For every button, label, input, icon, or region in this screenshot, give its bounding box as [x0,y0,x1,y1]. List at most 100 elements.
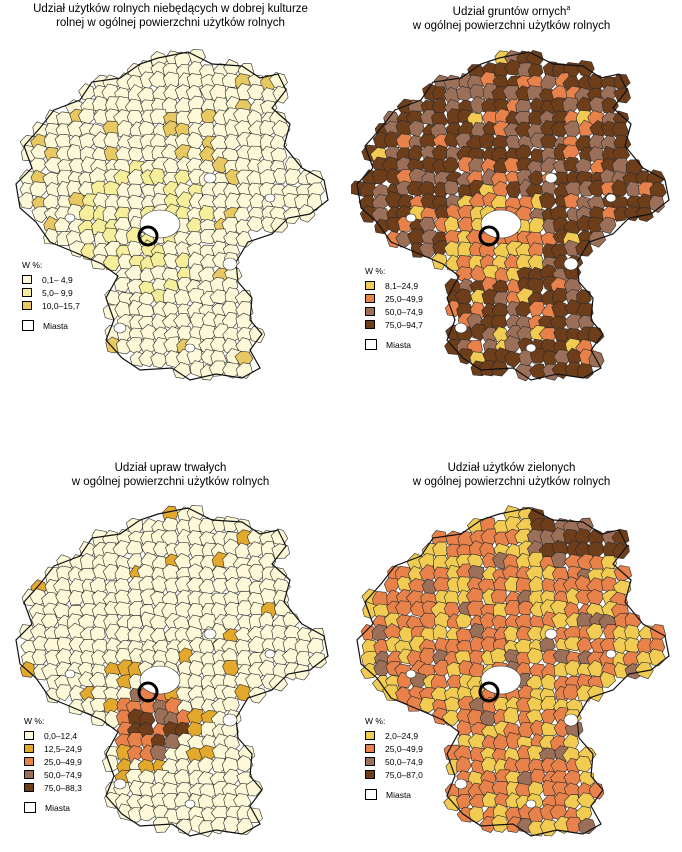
municipality-region [17,192,35,210]
choropleth-map [356,505,670,837]
map-panel-permanent-crops: Udział upraw trwałych w ogólnej powierzc… [0,426,341,852]
map-title: Udział gruntów ornycha w ogólnej powierz… [341,2,682,33]
municipality-region [68,191,88,208]
map-title-line1: Udział gruntów ornych [452,5,567,18]
municipality-region [598,216,617,235]
legend-item: 5,0– 9,9 [22,286,80,299]
map-panel-grassland: Udział użytków zielonych w ogólnej powie… [341,426,682,852]
map-title: Udział użytków zielonych w ogólnej powie… [341,461,682,489]
legend-label: 2,0–24,9 [385,730,419,741]
legend-swatch [365,281,375,290]
municipality-cells [360,505,667,837]
municipality-region [612,542,630,560]
municipality-region [490,359,509,377]
municipality-region [248,325,266,344]
legend-item-cities: Miasta [24,802,82,813]
municipality-region [371,168,390,185]
municipality-region [613,579,632,596]
city-area [264,193,276,203]
capital-ring-marker [137,225,159,247]
city-area [139,209,181,239]
municipality-region [611,179,629,197]
municipality-region [235,230,253,248]
municipality-region [150,352,168,369]
municipality-region [648,648,667,667]
municipality-region [307,193,323,211]
legend-item: 0,0–12,4 [24,729,82,742]
map-title: Udział użytków rolnych niebędących w dob… [0,2,341,30]
city-area [405,213,417,223]
municipality-region [112,540,131,557]
legend-label: 75,0–87,0 [385,769,423,780]
choropleth-map [15,48,329,381]
legend-label: 50,0–74,9 [44,769,82,780]
municipality-region [575,239,594,257]
municipality-region [223,516,240,532]
municipality-region [246,216,264,232]
footnote-marker: a [566,5,571,12]
municipality-region [466,600,485,617]
municipality-region [248,563,266,582]
municipality-region [164,647,181,665]
municipality-region [553,815,572,834]
city-area [480,209,522,239]
legend-swatch [365,731,375,740]
legend-item: 25,0–49,9 [24,755,82,768]
legend-swatch [24,802,36,813]
municipality-region [90,254,108,270]
municipality-region [599,671,616,688]
municipality-region [442,709,461,726]
municipality-region [149,108,168,125]
municipality-region [457,348,475,365]
municipality-region [504,59,522,76]
city-area [563,257,579,271]
voivodeship-border [356,507,670,837]
city-area [480,665,522,695]
municipality-region [31,206,50,224]
map-title-line2: w ogólnej powierzchni użytków rolnych [412,19,611,32]
legend-label: 0,0–12,4 [44,730,78,741]
municipality-region [613,661,631,679]
municipality-region [272,85,289,104]
voivodeship-border [15,507,329,837]
legend-label: Miasta [43,320,69,331]
municipality-region [284,168,303,185]
municipality-region [382,684,401,701]
municipality-region [406,695,424,712]
city-area [64,669,76,679]
municipality-region [162,792,180,810]
map-title-line2: w ogólnej powierzchni użytków rolnych [412,476,611,488]
legend-label: 0,1– 4,9 [42,274,73,285]
capital-ring-marker [478,225,500,247]
municipality-region [223,815,241,833]
legend-swatch [365,307,375,316]
voivodeship-border [356,51,670,381]
municipality-region [504,335,521,353]
map-panel-arable-land: Udział gruntów ornycha w ogólnej powierz… [341,0,682,426]
legend-swatch [365,339,377,350]
municipality-region [298,204,316,223]
map-legend: W %: 8,1–24,9 25,0–49,9 50,0–74,9 75,0–94,7 M… [365,266,423,350]
municipality-region [209,289,229,305]
map-legend: W %: 0,0–12,4 12,5–24,9 25,0–49,9 50,0–74,9 7… [24,716,82,813]
city-area [113,322,127,334]
map-panel-fallow-land: Udział użytków rolnych niebędących w dob… [0,0,341,426]
map-legend: W %: 2,0–24,9 25,0–49,9 50,0–74,9 75,0–87,0 M… [365,716,423,800]
municipality-region [221,72,240,88]
municipality-region [540,73,557,91]
municipality-region [29,157,48,173]
legend-swatch [22,320,34,331]
city-area [113,778,127,790]
legend-heading: W %: [365,266,386,276]
municipality-cells [17,48,325,381]
city-area [525,799,537,809]
city-area [64,213,76,223]
legend-swatch [22,288,32,297]
city-area [454,778,468,790]
legend-swatch [365,757,375,766]
municipality-region [563,636,582,652]
legend-swatch [365,744,375,753]
choropleth-map [15,505,329,838]
municipality-region [245,779,264,797]
legend-item-cities: Miasta [365,339,423,350]
